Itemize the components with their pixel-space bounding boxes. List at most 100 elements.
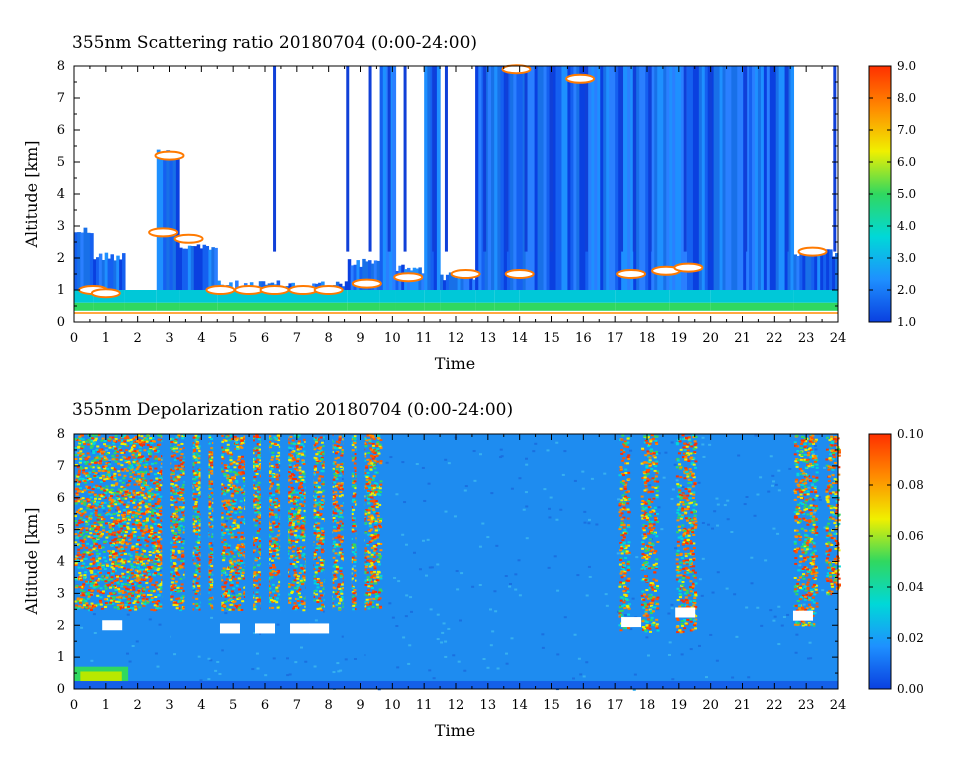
- noise-pixel: [303, 556, 307, 559]
- scatter-column: [672, 66, 676, 290]
- noise-pixel: [301, 554, 305, 557]
- noise-pixel: [156, 558, 160, 561]
- noise-pixel: [127, 456, 131, 459]
- noise-pixel: [231, 499, 235, 502]
- noise-pixel: [297, 510, 301, 513]
- noise-pixel: [82, 583, 86, 586]
- noise-pixel: [293, 526, 297, 529]
- speckle: [479, 453, 483, 456]
- noise-pixel: [320, 605, 324, 608]
- noise-pixel: [336, 463, 340, 466]
- noise-pixel: [371, 464, 375, 467]
- noise-pixel: [336, 445, 340, 448]
- speckle: [415, 463, 419, 466]
- noise-pixel: [85, 531, 89, 534]
- noise-pixel: [275, 497, 279, 500]
- noise-pixel: [238, 465, 242, 468]
- noise-pixel: [198, 450, 202, 453]
- scatter-column: [159, 155, 164, 290]
- noise-pixel: [318, 479, 322, 482]
- speckle: [731, 676, 735, 679]
- noise-pixel: [224, 525, 228, 528]
- noise-pixel: [373, 511, 377, 514]
- speckle: [251, 668, 255, 671]
- noise-pixel: [141, 475, 145, 478]
- noise-pixel: [226, 568, 230, 571]
- speckle: [401, 461, 405, 464]
- noise-pixel: [95, 560, 99, 563]
- noise-pixel: [121, 469, 125, 472]
- noise-pixel: [368, 540, 372, 543]
- scatter-column: [440, 274, 444, 290]
- noise-pixel: [268, 480, 272, 483]
- noise-pixel: [354, 475, 358, 478]
- speckle: [440, 641, 444, 644]
- scatter-column: [172, 151, 177, 290]
- noise-pixel: [364, 583, 368, 586]
- noise-pixel: [175, 604, 179, 607]
- scatter-column: [382, 66, 387, 290]
- noise-pixel: [291, 530, 295, 533]
- noise-pixel: [301, 531, 305, 534]
- speckle: [505, 662, 509, 665]
- speckle: [514, 573, 518, 576]
- speckle: [149, 536, 153, 539]
- noise-pixel: [317, 579, 321, 582]
- noise-pixel: [269, 546, 273, 549]
- noise-pixel: [320, 543, 324, 546]
- noise-pixel: [172, 518, 176, 521]
- speckle: [514, 588, 518, 591]
- noise-pixel: [337, 534, 341, 537]
- noise-pixel: [126, 489, 130, 492]
- speckle: [561, 473, 565, 476]
- noise-pixel: [155, 607, 159, 610]
- noise-pixel: [351, 591, 355, 594]
- noise-pixel: [241, 455, 245, 458]
- noise-pixel: [339, 515, 343, 518]
- noise-pixel: [86, 542, 90, 545]
- speckle: [407, 662, 411, 665]
- noise-pixel: [287, 575, 291, 578]
- noise-pixel: [178, 498, 182, 501]
- noise-pixel: [83, 501, 87, 504]
- noise-pixel: [274, 516, 278, 519]
- speckle: [370, 597, 374, 600]
- speckle: [143, 527, 147, 530]
- noise-pixel: [258, 522, 262, 525]
- noise-pixel: [134, 545, 138, 548]
- scatter-column: [472, 279, 476, 290]
- noise-pixel: [142, 562, 146, 565]
- noise-pixel: [287, 582, 291, 585]
- scatter-column: [344, 281, 349, 290]
- noise-pixel: [231, 492, 235, 495]
- thin-column: [585, 66, 589, 252]
- x-tick-label: 19: [671, 331, 688, 346]
- noise-pixel: [289, 460, 293, 463]
- speckle: [177, 487, 181, 490]
- noise-pixel: [196, 548, 200, 551]
- scatter-column: [558, 66, 563, 290]
- noise-pixel: [90, 442, 94, 445]
- noise-pixel: [194, 473, 198, 476]
- noise-pixel: [332, 529, 336, 532]
- noise-pixel: [270, 464, 274, 467]
- speckle: [111, 601, 115, 604]
- noise-pixel: [137, 456, 141, 459]
- speckle: [395, 493, 399, 496]
- depolarization-plot-area: 0 1 2 3 4 5 6 7 8 9 10 11 12 13 14 15 16 17 18 19 20 21 22 23 24…: [57, 427, 847, 713]
- noise-pixel: [210, 535, 214, 538]
- noise-pixel: [139, 493, 143, 496]
- noise-pixel: [153, 541, 157, 544]
- noise-pixel: [374, 521, 378, 524]
- noise-pixel: [87, 438, 91, 441]
- noise-pixel: [236, 581, 240, 584]
- noise-pixel: [229, 528, 233, 531]
- noise-pixel: [225, 450, 229, 453]
- noise-pixel: [298, 469, 302, 472]
- noise-pixel: [315, 593, 319, 596]
- speckle: [300, 646, 304, 649]
- speckle: [788, 467, 792, 470]
- noise-pixel: [157, 560, 161, 563]
- noise-pixel: [320, 456, 324, 459]
- noise-pixel: [121, 539, 125, 542]
